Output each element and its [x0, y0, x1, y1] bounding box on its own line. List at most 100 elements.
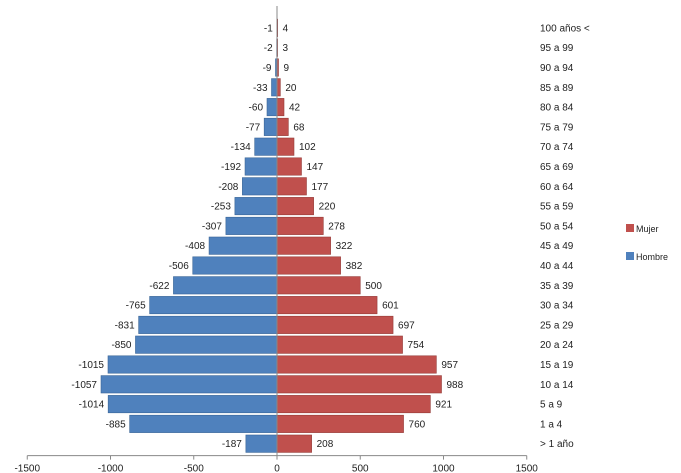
bar-mujer [276, 157, 302, 176]
legend: Mujer Hombre [626, 224, 668, 262]
data-label-hombre: -9 [263, 63, 272, 74]
data-label-mujer: 601 [382, 301, 399, 312]
bar-mujer [276, 256, 341, 275]
data-label-hombre: -192 [221, 162, 241, 173]
category-label: 85 a 89 [540, 83, 574, 94]
bar-hombre [208, 236, 278, 255]
x-tick-label: 1000 [432, 464, 455, 473]
category-label: 1 a 4 [540, 419, 563, 430]
data-label-mujer: 500 [365, 281, 382, 292]
data-label-hombre: -765 [126, 301, 146, 312]
category-label: 60 a 64 [540, 182, 574, 193]
bar-hombre [100, 375, 278, 394]
category-label: 80 a 84 [540, 103, 574, 114]
data-label-hombre: -408 [185, 241, 205, 252]
bar-hombre [192, 256, 278, 275]
data-label-hombre: -1 [264, 23, 273, 34]
data-label-hombre: -134 [231, 142, 251, 153]
bar-hombre [138, 315, 278, 334]
category-label: 50 a 54 [540, 221, 574, 232]
category-label: 65 a 69 [540, 162, 574, 173]
category-label: 95 a 99 [540, 43, 574, 54]
bar-hombre [107, 355, 278, 374]
category-label: > 1 año [540, 439, 574, 450]
bar-hombre [173, 276, 278, 295]
category-label: 45 a 49 [540, 241, 574, 252]
x-tick-label: -1000 [98, 464, 124, 473]
bar-mujer [276, 117, 289, 136]
data-label-mujer: 147 [306, 162, 323, 173]
bar-hombre [234, 197, 278, 216]
bar-mujer [276, 137, 295, 156]
bar-hombre [263, 117, 278, 136]
data-label-mujer: 42 [289, 103, 301, 114]
bar-mujer [276, 177, 307, 196]
bar-mujer [276, 395, 431, 414]
category-label: 10 a 14 [540, 380, 574, 391]
bar-hombre [242, 177, 278, 196]
category-labels-layer: 100 años < 95 a 99 90 a 94 85 a 89 80 a 84 75… [540, 23, 590, 450]
bar-hombre [254, 137, 278, 156]
bar-mujer [276, 315, 394, 334]
data-label-mujer: 208 [317, 439, 334, 450]
data-label-mujer: 20 [285, 83, 297, 94]
bar-mujer [276, 236, 331, 255]
bar-hombre [271, 78, 278, 97]
data-label-mujer: 697 [398, 320, 415, 331]
data-label-hombre: -1057 [71, 380, 97, 391]
data-label-mujer: 102 [299, 142, 316, 153]
category-label: 35 a 39 [540, 281, 574, 292]
bar-mujer [276, 197, 314, 216]
legend-label-mujer: Mujer [636, 224, 659, 234]
category-label: 20 a 24 [540, 340, 574, 351]
data-label-mujer: 278 [328, 221, 345, 232]
bar-mujer [276, 335, 403, 354]
bar-hombre [135, 335, 278, 354]
bar-hombre [129, 414, 278, 433]
legend-swatch-mujer [626, 224, 634, 232]
category-label: 25 a 29 [540, 320, 574, 331]
data-label-mujer: 220 [319, 202, 336, 213]
data-label-mujer: 382 [346, 261, 363, 272]
x-tick-label: -500 [184, 464, 204, 473]
data-label-hombre: -506 [169, 261, 189, 272]
bar-hombre [245, 434, 278, 453]
bar-mujer [276, 375, 442, 394]
x-tick-label: 1500 [516, 464, 539, 473]
bar-hombre [266, 98, 278, 117]
bar-mujer [276, 276, 361, 295]
data-label-hombre: -885 [106, 419, 126, 430]
data-label-hombre: -307 [202, 221, 222, 232]
bar-mujer [276, 216, 324, 235]
data-label-mujer: 988 [447, 380, 464, 391]
bar-hombre [225, 216, 278, 235]
data-label-hombre: -1015 [78, 360, 104, 371]
data-label-hombre: -850 [111, 340, 131, 351]
bar-hombre [107, 395, 278, 414]
category-label: 75 a 79 [540, 122, 574, 133]
data-label-hombre: -1014 [79, 400, 105, 411]
data-labels-layer: -1 4 -2 3 -9 9 -33 20 -60 42 -77 68 -134 102 -192 147 -2… [71, 23, 463, 450]
data-label-mujer: 4 [283, 23, 289, 34]
data-label-hombre: -60 [249, 103, 264, 114]
x-axis: -1500 -1000 -500 0 500 1000 1500 [14, 6, 538, 473]
category-label: 100 años < [540, 23, 590, 34]
data-label-mujer: 957 [441, 360, 458, 371]
category-label: 30 a 34 [540, 301, 574, 312]
category-label: 15 a 19 [540, 360, 574, 371]
data-label-mujer: 177 [311, 182, 328, 193]
data-label-hombre: -622 [149, 281, 169, 292]
data-label-hombre: -831 [115, 320, 135, 331]
bar-mujer [276, 355, 437, 374]
data-label-hombre: -208 [218, 182, 238, 193]
data-label-hombre: -2 [264, 43, 273, 54]
data-label-mujer: 322 [336, 241, 353, 252]
category-label: 5 a 9 [540, 400, 563, 411]
legend-label-hombre: Hombre [636, 252, 668, 262]
data-label-hombre: -33 [253, 83, 268, 94]
data-label-mujer: 3 [282, 43, 288, 54]
data-label-mujer: 760 [409, 419, 426, 430]
bar-hombre [149, 296, 278, 315]
bar-hombre [244, 157, 278, 176]
